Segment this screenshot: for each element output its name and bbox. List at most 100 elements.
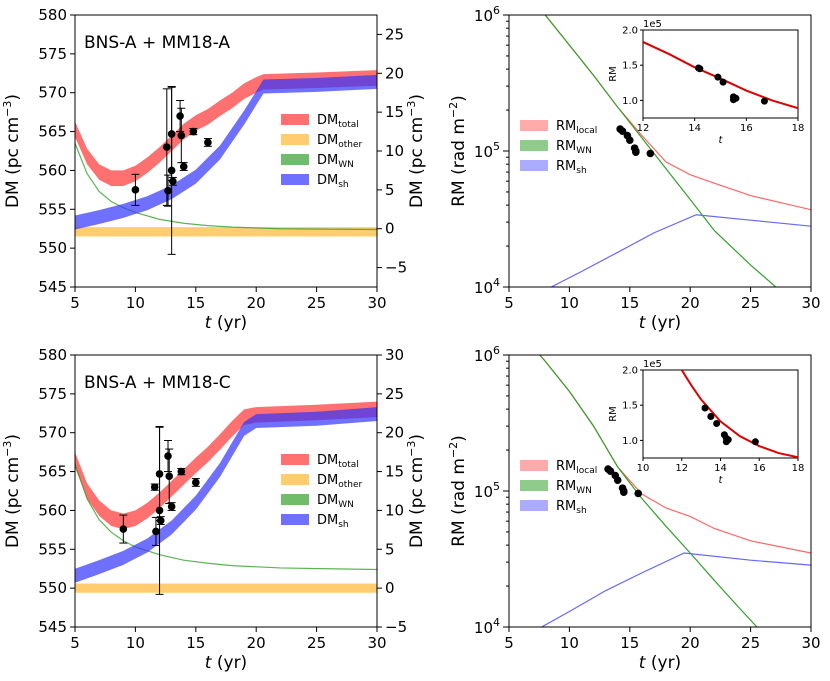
- rm-a-panel: 5 10 15 20 25 30 t (yr) 104 105 106 RM (rad m−2) RM…: [447, 4, 821, 333]
- dm-c-ytick-label: 570: [38, 424, 67, 442]
- rm-a-xtick-label: 25: [741, 294, 760, 312]
- rm-a-ylabel: RM (rad m−2): [447, 95, 469, 207]
- rm-a-xtick-label: 5: [504, 294, 514, 312]
- rm-a-ytick-label: 104: [474, 276, 500, 297]
- rm-a-xlabel: t (yr): [639, 313, 681, 333]
- rm-a-ytick-label: 106: [474, 4, 500, 25]
- dm-c-ytick-right-label: 25: [385, 385, 404, 403]
- rm-c-panel: 5 10 15 20 25 30 t (yr) 104 105 106 RM (rad m−2) RM…: [447, 344, 821, 673]
- dm-a-ytick-right-label: 20: [385, 64, 404, 82]
- dm-c-data-point: [165, 472, 174, 481]
- rm-a-inset-ytick-label: 2.0: [622, 26, 638, 37]
- dm-c-data-point: [150, 483, 159, 491]
- dm-c-data-point: [192, 478, 200, 487]
- rm-c-legend-label: RMWN: [556, 479, 592, 496]
- rm-c-inset-ytick-label: 2.0: [622, 366, 638, 377]
- rm-a-legend-label: RMWN: [556, 139, 592, 156]
- rm-c-series-RM_sh: [541, 552, 811, 627]
- dm-c-xtick-label: 5: [70, 634, 80, 652]
- dm-c-ytick-right-label: 10: [385, 501, 404, 519]
- dm-a-xtick-label: 5: [70, 294, 80, 312]
- dm-c-series-DM_sh: [75, 407, 377, 583]
- dm-c-ytick-right-label: 30: [385, 346, 404, 364]
- rm-c-inset-xtick-label: 16: [753, 463, 766, 474]
- rm-c-legend-label: RMlocal: [556, 459, 597, 476]
- rm-a-inset-plot: [643, 41, 798, 110]
- dm-c-ytick-right-label: 20: [385, 424, 404, 442]
- dm-a-legend-label: DMWN: [317, 153, 354, 170]
- dm-a-ytick-right-label: −5: [385, 259, 407, 277]
- dm-a-xlabel: t (yr): [205, 313, 247, 333]
- dm-a-ytick-label: 550: [38, 239, 67, 257]
- dm-c-xlabel: t (yr): [205, 653, 247, 673]
- dm-c-ytick-label: 545: [38, 618, 67, 636]
- rm-a-inset-offset-text: 1e5: [643, 19, 662, 30]
- rm-c-inset: 10 12 14 16 18 1.0 1.5 2.0 1e5 t RM: [608, 359, 804, 486]
- rm-c-inset-frame: [642, 369, 799, 459]
- rm-c-inset-fit-curve: [680, 370, 798, 458]
- rm-c-data-point: [613, 476, 622, 485]
- rm-a-inset-xtick-label: 18: [792, 123, 805, 134]
- dm-a-ytick-right-label: 25: [385, 25, 404, 43]
- dm-c-ytick-label: 565: [38, 463, 67, 481]
- rm-a-data-point: [626, 136, 634, 145]
- rm-c-data-point: [634, 489, 643, 498]
- rm-c-inset-xtick-label: 18: [792, 463, 805, 474]
- rm-c-ytick-label: 106: [474, 344, 500, 365]
- rm-a-inset-frame: [642, 29, 799, 119]
- rm-c-xtick-label: 20: [681, 634, 700, 652]
- rm-a-inset-data-point: [696, 65, 704, 73]
- dm-c-data-point: [167, 502, 176, 511]
- dm-a-legend-label: DMsh: [317, 173, 349, 190]
- dm-c-xtick-label: 30: [367, 634, 386, 652]
- rm-a-inset-ytick-label: 1.5: [622, 61, 638, 72]
- dm-c-data-point: [164, 452, 172, 460]
- dm-c-data-point: [156, 516, 165, 525]
- dm-a-data-point: [179, 162, 188, 171]
- dm-c-data-point: [155, 506, 164, 515]
- dm-c-data-point: [119, 525, 128, 533]
- rm-a-inset-data-point: [714, 73, 722, 81]
- rm-a-inset-ylabel: RM: [608, 66, 619, 82]
- dm-a-ytick-right-label: 5: [385, 181, 395, 199]
- rm-c-inset-data-point: [751, 438, 759, 446]
- dm-a-plot-area: [75, 70, 377, 255]
- dm-c-legend-label: DMsh: [317, 513, 349, 530]
- dm-a-series-DM_sh: [75, 74, 377, 230]
- dm-a-ytick-label: 570: [38, 84, 67, 102]
- rm-c-inset-plot: [680, 370, 798, 458]
- dm-a-data-point: [167, 166, 176, 175]
- rm-a-xtick-label: 10: [560, 294, 579, 312]
- dm-a-series-DM_total: [75, 70, 377, 186]
- rm-c-xtick-label: 25: [741, 634, 760, 652]
- dm-a-legend-swatch: [281, 114, 309, 125]
- dm-a-legend-swatch: [281, 134, 309, 145]
- rm-c-legend-label: RMsh: [556, 499, 587, 516]
- rm-c-inset-ylabel: RM: [608, 406, 619, 422]
- rm-a-inset-data-point: [719, 78, 727, 86]
- rm-a-xtick-label: 15: [620, 294, 639, 312]
- dm-c-frame: [74, 354, 378, 628]
- rm-c-inset-data-point: [701, 404, 709, 412]
- rm-c-inset-xtick-label: 14: [714, 463, 727, 474]
- rm-a-xtick-label: 20: [681, 294, 700, 312]
- rm-a-inset-xlabel: t: [719, 135, 724, 146]
- dm-a-data-point: [176, 112, 184, 120]
- dm-a-series-DM_other: [75, 227, 377, 237]
- rm-a-inset-xtick-label: 16: [740, 123, 753, 134]
- dm-a-legend-swatch: [281, 154, 309, 165]
- rm-c-inset-data-point: [713, 420, 721, 428]
- dm-c-ytick-label: 580: [38, 346, 67, 364]
- dm-c-xtick-label: 15: [186, 634, 205, 652]
- rm-a-legend-swatch: [520, 120, 548, 131]
- dm-c-legend-label: DMtotal: [317, 453, 359, 470]
- dm-c-ylabel-left: DM (pc cm−3): [1, 434, 23, 548]
- rm-c-data-point: [606, 467, 615, 475]
- rm-c-xlabel: t (yr): [639, 653, 681, 673]
- dm-a-series-DM_WN: [75, 143, 377, 231]
- rm-c-inset-data-point: [707, 412, 715, 420]
- dm-c-ytick-label: 560: [38, 501, 67, 519]
- dm-a-ytick-right-label: 15: [385, 103, 404, 121]
- dm-a-legend-label: DMtotal: [317, 113, 359, 130]
